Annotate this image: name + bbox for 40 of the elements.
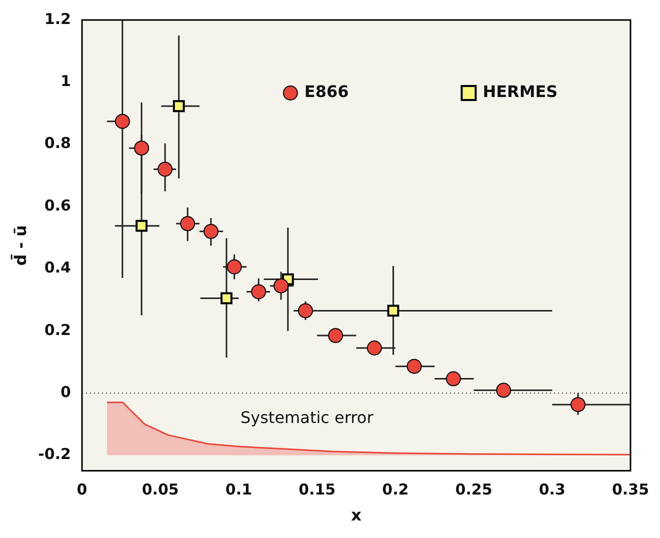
x-tick-label: 0.05: [142, 480, 179, 499]
point: [387, 304, 400, 317]
y-tick-label: 1: [60, 72, 71, 90]
x-tick-label: 0.25: [455, 480, 492, 499]
point: [172, 100, 185, 112]
point: [203, 224, 218, 239]
legend-label: HERMES: [482, 82, 558, 102]
point: [366, 340, 382, 356]
point: [220, 292, 232, 304]
point: [226, 259, 242, 274]
point: [446, 371, 461, 386]
point: [496, 382, 512, 398]
y-tick-label: 0.6: [44, 196, 71, 214]
annotation: Systematic error: [240, 408, 374, 428]
y-tick-label: 0.2: [44, 320, 71, 339]
legend-label: E866: [304, 82, 349, 102]
point: [251, 284, 266, 300]
point: [328, 328, 344, 344]
y-tick-label: 0.4: [44, 258, 71, 277]
x-axis-title: x: [351, 506, 362, 525]
x-tick-label: 0.35: [612, 480, 650, 499]
y-tick-label: 0: [60, 382, 71, 401]
point: [136, 220, 148, 232]
point: [114, 114, 130, 129]
y-axis-title: d̄ - ū: [10, 225, 30, 266]
point: [298, 303, 313, 318]
x-tick-label: 0.2: [382, 480, 409, 499]
point: [570, 397, 586, 412]
point: [158, 162, 173, 177]
y-tick-label: 0.8: [44, 134, 71, 152]
point: [406, 358, 422, 374]
point: [180, 216, 196, 232]
y-tick-label: -0.2: [38, 445, 71, 464]
point: [134, 140, 150, 156]
point: [274, 278, 289, 294]
x-tick-label: 0.1: [225, 480, 252, 499]
x-tick-label: 0.3: [538, 480, 566, 499]
y-tick-label: 1.2: [44, 10, 71, 28]
x-tick-label: 0.15: [298, 480, 336, 499]
x-tick-label: 0: [76, 480, 88, 499]
